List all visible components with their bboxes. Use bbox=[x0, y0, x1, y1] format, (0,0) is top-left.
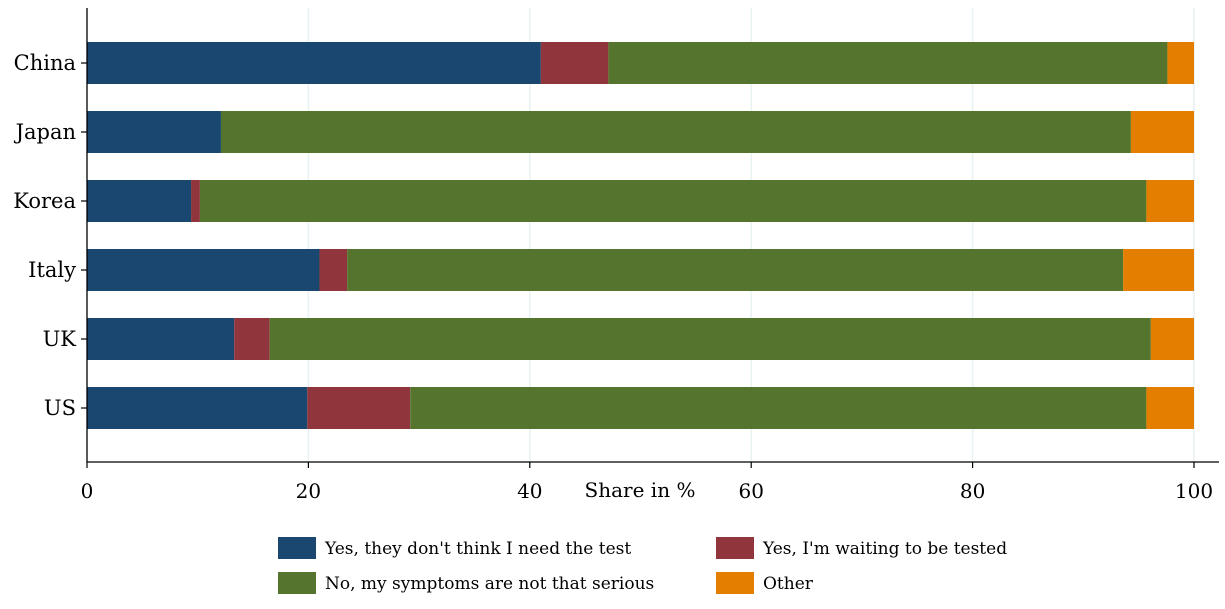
legend-label-3: No, my symptoms are not that serious bbox=[325, 574, 654, 594]
bar-us-series-3 bbox=[410, 387, 1147, 429]
bar-korea-series-4 bbox=[1146, 180, 1194, 222]
bars bbox=[87, 42, 1194, 429]
bar-uk-series-2 bbox=[234, 318, 270, 360]
category-label-korea: Korea bbox=[13, 189, 76, 213]
bar-japan-series-3 bbox=[220, 111, 1131, 153]
x-tick-label-0: 0 bbox=[81, 479, 94, 503]
x-tick-label-80: 80 bbox=[960, 479, 985, 503]
x-tick-label-60: 60 bbox=[738, 479, 763, 503]
bar-us-series-1 bbox=[87, 387, 308, 429]
legend-swatch-2 bbox=[716, 537, 754, 559]
x-tick-label-40: 40 bbox=[517, 479, 542, 503]
category-label-japan: Japan bbox=[14, 120, 76, 144]
bar-china-series-4 bbox=[1167, 42, 1194, 84]
bar-italy-series-4 bbox=[1123, 249, 1194, 291]
x-tick-label-20: 20 bbox=[296, 479, 321, 503]
category-label-italy: Italy bbox=[28, 258, 76, 282]
legend-label-4: Other bbox=[763, 574, 814, 594]
category-label-us: US bbox=[44, 396, 76, 420]
legend-label-2: Yes, I'm waiting to be tested bbox=[762, 539, 1007, 559]
category-label-china: China bbox=[14, 51, 76, 75]
x-ticks: 0 20 40 60 80 100 bbox=[81, 462, 1213, 503]
legend-label-1: Yes, they don't think I need the test bbox=[324, 539, 631, 559]
bar-us-series-2 bbox=[307, 387, 411, 429]
bar-italy-series-3 bbox=[347, 249, 1124, 291]
x-axis-title: Share in % bbox=[585, 478, 696, 502]
axes bbox=[86, 8, 1219, 463]
bar-korea-series-1 bbox=[87, 180, 192, 222]
x-tick-label-100: 100 bbox=[1175, 479, 1213, 503]
bar-china-series-3 bbox=[608, 42, 1168, 84]
bar-uk-series-3 bbox=[269, 318, 1151, 360]
legend: Yes, they don't think I need the test Yes… bbox=[278, 537, 1007, 594]
legend-swatch-1 bbox=[278, 537, 316, 559]
bar-korea-series-3 bbox=[199, 180, 1147, 222]
bar-italy-series-1 bbox=[87, 249, 320, 291]
legend-swatch-4 bbox=[716, 572, 754, 594]
bar-uk-series-4 bbox=[1150, 318, 1194, 360]
bar-italy-series-2 bbox=[319, 249, 348, 291]
legend-swatch-3 bbox=[278, 572, 316, 594]
category-labels: China Japan Korea Italy UK US bbox=[13, 51, 87, 420]
bar-japan-series-4 bbox=[1130, 111, 1194, 153]
bar-japan-series-1 bbox=[87, 111, 221, 153]
category-label-uk: UK bbox=[43, 327, 77, 351]
bar-korea-series-2 bbox=[191, 180, 200, 222]
bar-china-series-1 bbox=[87, 42, 541, 84]
bar-china-series-2 bbox=[540, 42, 609, 84]
bar-us-series-4 bbox=[1146, 387, 1194, 429]
bar-uk-series-1 bbox=[87, 318, 235, 360]
